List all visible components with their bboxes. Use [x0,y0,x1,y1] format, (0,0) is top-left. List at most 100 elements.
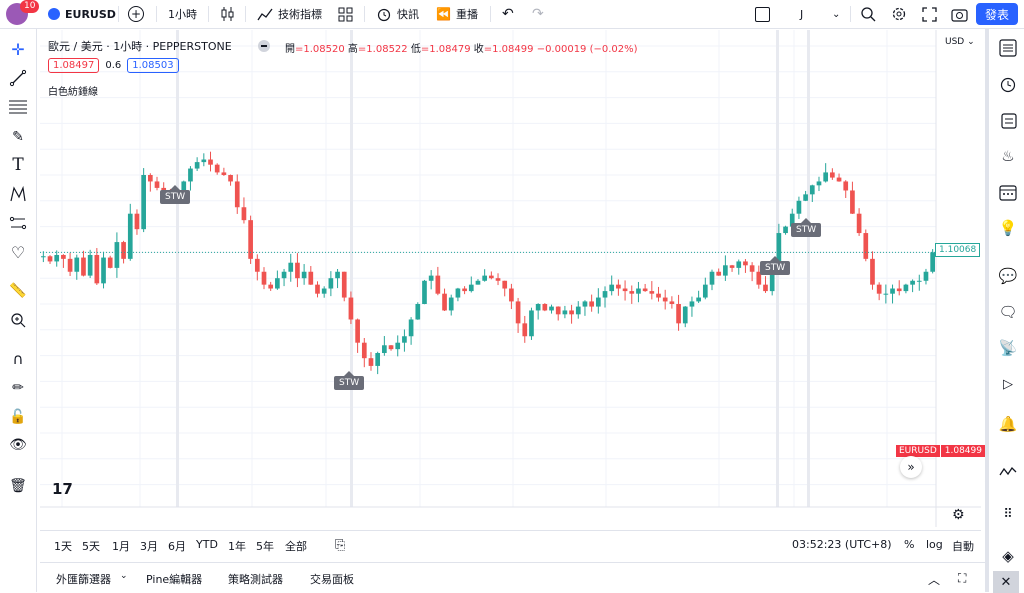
lock-drawing-tool[interactable]: ✏ [8,378,28,398]
magnet-tool[interactable]: ∩ [8,349,28,369]
search-button[interactable] [860,0,876,28]
stw-marker[interactable]: STW [160,185,191,204]
icon-tool[interactable]: ♡ [8,242,28,262]
candle-body [402,336,407,343]
candle-body [769,265,775,292]
auto-toggle[interactable]: 自動 [952,540,974,553]
maximize-panel-button[interactable]: ⛶ [958,571,966,586]
candlestick-chart[interactable] [40,30,981,527]
pattern-tool[interactable] [8,184,28,204]
notifications-button[interactable]: 🔔 [997,413,1019,435]
currency-label[interactable]: USD ⌄ [945,37,975,47]
layers-icon: ◈ [1002,547,1014,565]
candle-body [61,254,66,259]
calendar-button[interactable] [997,181,1019,203]
publish-button[interactable]: 發表 [975,3,1018,25]
axis-settings-button[interactable]: ⚙ [952,507,965,523]
tab-strategy-tester[interactable]: 策略測試器 [228,573,283,586]
candle-body [221,172,227,175]
timezone-clock[interactable]: 03:52:23 (UTC+8) [792,538,892,551]
candle-body [281,271,287,279]
prediction-tool[interactable] [8,213,28,233]
range-button[interactable]: 5天 [82,540,100,553]
goto-date-button[interactable]: ⎘ [335,538,345,553]
collapse-panel-button[interactable]: ︿ [928,571,940,588]
streams-button[interactable]: 📡 [997,337,1019,359]
object-tree-button[interactable] [997,109,1019,131]
watchlist-button[interactable] [997,37,1019,59]
sell-price-button[interactable]: 1.08497 [48,58,100,73]
range-button[interactable]: 1年 [228,540,246,553]
replay-button[interactable]: ⏪ 重播 [436,0,478,28]
candle-body [729,265,735,268]
fullscreen-button[interactable] [922,0,937,28]
remove-drawings-tool[interactable]: 🗑 [8,476,28,496]
brush-tool[interactable]: ✎ [8,127,28,147]
candle-body [248,220,253,259]
lock-all-tool[interactable]: 🔓 [8,407,28,427]
candle-body [355,319,360,343]
undo-button[interactable]: ↶ [502,0,514,28]
play-button[interactable]: ▷ [997,373,1019,395]
range-button[interactable]: 全部 [285,540,307,553]
tab-trading-panel[interactable]: 交易面板 [310,573,354,586]
range-button[interactable]: 1天 [54,540,72,553]
redo-button[interactable]: ↷ [532,0,544,28]
candle-body [201,159,207,163]
range-button[interactable]: 5年 [256,540,274,553]
fib-tool[interactable] [8,97,28,117]
hotlists-button[interactable]: ♨ [997,145,1019,167]
messages-button[interactable]: 🗨 [997,301,1019,323]
stw-marker[interactable]: STW [334,371,365,390]
eye-icon: 👁 [9,437,27,453]
stw-marker[interactable]: STW [760,256,791,275]
crosshair-tool[interactable]: ✛ [8,39,28,59]
layout-name-button[interactable]: J [800,7,804,21]
symbol-title[interactable]: 歐元 / 美元 · 1小時 · PEPPERSTONE [48,40,232,53]
dom-button[interactable]: ⠿ [997,503,1019,525]
close-panel-button[interactable]: ✕ [993,571,1019,593]
ideas-button[interactable]: 💡 [997,217,1019,239]
hide-drawings-tool[interactable]: 👁 [8,435,28,455]
chart-pane[interactable]: 歐元 / 美元 · 1小時 · PEPPERSTONE 開=1.08520 高=… [40,30,1021,551]
indicator-legend[interactable]: 白色紡錘線 [48,87,98,98]
range-button[interactable]: YTD [196,538,218,551]
candle-body [636,288,641,294]
tab-forex-screener[interactable]: 外匯篩選器 [56,573,111,586]
minus-icon[interactable] [258,40,270,52]
snapshot-button[interactable] [951,0,968,28]
layout-menu-button[interactable]: ⌄ [832,0,840,28]
indicators-button[interactable]: 技術指標 [257,0,322,28]
range-button[interactable]: 1月 [112,540,130,553]
measure-tool[interactable]: 📏 [8,281,28,301]
scroll-to-realtime-button[interactable]: » [900,456,922,478]
zoom-tool[interactable] [8,310,28,330]
percent-toggle[interactable]: % [904,538,915,551]
trend-line-tool[interactable] [8,68,28,88]
trading-panel-button[interactable] [997,461,1019,483]
text-tool[interactable]: T [8,155,28,175]
settings-button[interactable] [891,0,907,28]
symbol-search-button[interactable]: EURUSD [48,0,116,28]
chart-type-button[interactable] [220,0,236,28]
interval-button[interactable]: 1小時 [168,8,197,21]
range-button[interactable]: 3月 [140,540,158,553]
log-toggle[interactable]: log [926,538,943,551]
fullscreen-layout-button[interactable] [755,0,770,28]
candle-body [489,275,494,279]
alerts-button[interactable] [997,73,1019,95]
candle-body [382,345,387,354]
compare-add-button[interactable]: + [128,0,144,28]
layouts-button[interactable] [338,0,353,28]
chats-button[interactable]: 💬 [997,265,1019,287]
tradingview-logo[interactable]: 17 [52,480,73,498]
tab-pine-editor[interactable]: Pine編輯器 [146,573,203,586]
layers-button[interactable]: ◈ [997,545,1019,567]
candle-body [602,291,608,298]
stw-marker[interactable]: STW [791,218,822,237]
range-button[interactable]: 6月 [168,540,186,553]
alert-button[interactable]: 快訊 [376,0,419,28]
chevron-down-icon[interactable]: ⌄ [120,571,128,581]
candle-body [208,159,213,165]
buy-price-button[interactable]: 1.08503 [127,58,179,73]
